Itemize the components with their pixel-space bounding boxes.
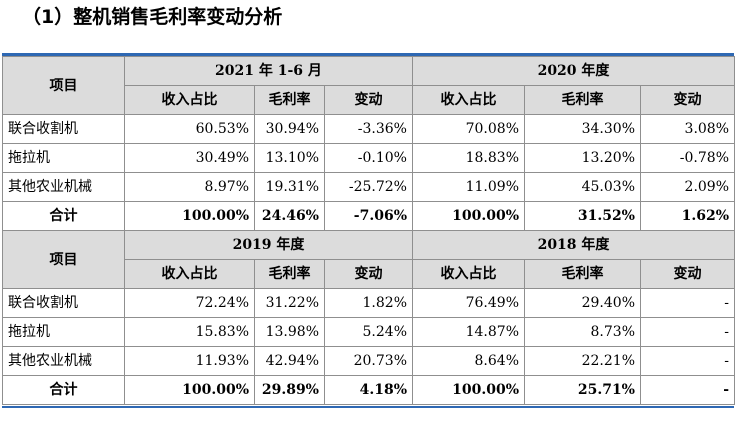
row-label: 其他农业机械 [2,172,125,202]
item-header: 项目 [2,56,125,115]
col-header-gross-margin: 毛利率 [254,85,325,115]
gross-margin-table: 项目 2021 年 1-6 月 2020 年度 收入占比 毛利率 变动 收入占比… [2,56,736,405]
col-header-revenue-share: 收入占比 [124,85,255,115]
cell: 4.18% [324,375,413,405]
col-header-revenue-share: 收入占比 [124,259,255,289]
total-row: 合计 100.00% 24.46% -7.06% 100.00% 31.52% … [2,201,736,231]
total-label: 合计 [2,201,125,231]
cell: 29.40% [524,288,641,318]
row-label: 其他农业机械 [2,346,125,376]
cell: -7.06% [324,201,413,231]
col-header-change: 变动 [324,85,413,115]
section-heading: （1）整机销售毛利率变动分析 [22,6,283,28]
cell: 100.00% [412,201,525,231]
cell: 8.64% [412,346,525,376]
col-header-change: 变动 [324,259,413,289]
table-row: 其他农业机械 11.93% 42.94% 20.73% 8.64% 22.21%… [2,346,736,376]
period-header: 2018 年度 [411,230,736,260]
cell: 1.82% [324,288,413,318]
cell: - [639,346,736,376]
cell: 13.10% [254,143,325,173]
period-header: 2019 年度 [124,230,413,260]
col-header-gross-margin: 毛利率 [524,85,641,115]
cell: 13.20% [524,143,641,173]
row-label: 拖拉机 [2,317,125,347]
cell: 100.00% [124,201,255,231]
cell: 34.30% [524,114,641,144]
item-header: 项目 [2,230,125,289]
col-header-revenue-share: 收入占比 [412,85,525,115]
cell: 76.49% [412,288,525,318]
cell: 24.46% [254,201,325,231]
cell: 8.97% [124,172,255,202]
cell: 70.08% [412,114,525,144]
cell: 1.62% [639,201,736,231]
col-header-gross-margin: 毛利率 [524,259,641,289]
table-top-rule [2,53,734,56]
period-header: 2020 年度 [411,56,736,86]
cell: - [639,317,736,347]
table-subheader-row: 收入占比 毛利率 变动 收入占比 毛利率 变动 [3,85,736,115]
row-label: 拖拉机 [2,143,125,173]
cell: 25.71% [524,375,641,405]
cell: 72.24% [124,288,255,318]
cell: 20.73% [324,346,413,376]
gross-margin-table-container: 项目 2021 年 1-6 月 2020 年度 收入占比 毛利率 变动 收入占比… [2,53,736,408]
table-row: 联合收割机 60.53% 30.94% -3.36% 70.08% 34.30%… [2,114,736,144]
cell: 18.83% [412,143,525,173]
table-row: 拖拉机 15.83% 13.98% 5.24% 14.87% 8.73% - [2,317,736,347]
cell: 22.21% [524,346,641,376]
cell: 3.08% [639,114,736,144]
cell: 8.73% [524,317,641,347]
cell: 42.94% [254,346,325,376]
cell: 5.24% [324,317,413,347]
total-label: 合计 [2,375,125,405]
cell: 15.83% [124,317,255,347]
col-header-revenue-share: 收入占比 [412,259,525,289]
cell: - [639,288,736,318]
col-header-change: 变动 [639,259,736,289]
cell: 11.09% [412,172,525,202]
cell: 19.31% [254,172,325,202]
col-header-change: 变动 [639,85,736,115]
cell: 31.52% [524,201,641,231]
table-header-row: 项目 2021 年 1-6 月 2020 年度 [2,56,736,115]
cell: 31.22% [254,288,325,318]
cell: 30.94% [254,114,325,144]
table-bottom-rule [2,406,734,408]
row-label: 联合收割机 [2,288,125,318]
cell: 29.89% [254,375,325,405]
cell: 2.09% [639,172,736,202]
cell: 100.00% [124,375,255,405]
table-row: 联合收割机 72.24% 31.22% 1.82% 76.49% 29.40% … [2,288,736,318]
cell: 14.87% [412,317,525,347]
row-label: 联合收割机 [2,114,125,144]
cell: 11.93% [124,346,255,376]
period-header: 2021 年 1-6 月 [124,56,413,86]
cell: 45.03% [524,172,641,202]
cell: - [639,375,736,405]
col-header-gross-margin: 毛利率 [254,259,325,289]
cell: -3.36% [324,114,413,144]
cell: 30.49% [124,143,255,173]
cell: 60.53% [124,114,255,144]
cell: 13.98% [254,317,325,347]
table-row: 拖拉机 30.49% 13.10% -0.10% 18.83% 13.20% -… [2,143,736,173]
cell: -25.72% [324,172,413,202]
total-row: 合计 100.00% 29.89% 4.18% 100.00% 25.71% - [2,375,736,405]
cell: -0.78% [639,143,736,173]
table-row: 其他农业机械 8.97% 19.31% -25.72% 11.09% 45.03… [2,172,736,202]
cell: -0.10% [324,143,413,173]
table-header-row: 项目 2019 年度 2018 年度 [2,230,736,289]
cell: 100.00% [412,375,525,405]
